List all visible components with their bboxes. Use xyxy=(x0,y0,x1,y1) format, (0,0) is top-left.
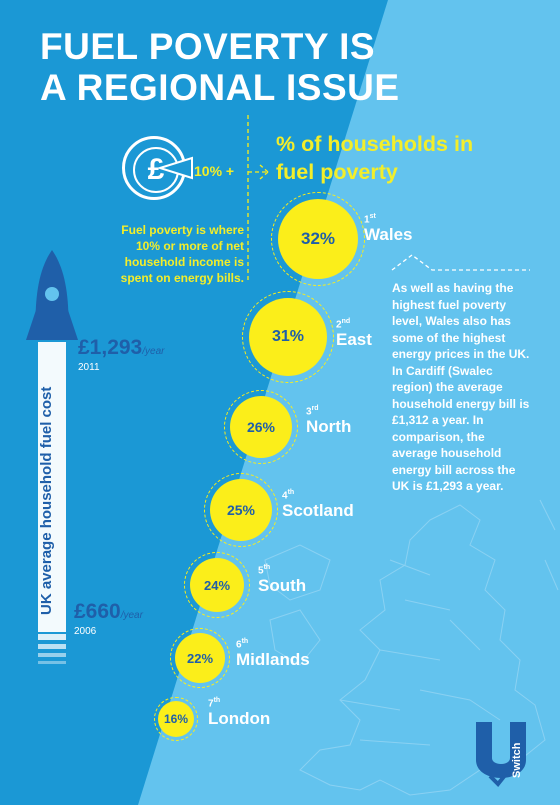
bubble-east: 31% xyxy=(249,298,327,376)
region-name: North xyxy=(306,417,352,437)
rank-label: 5th xyxy=(258,562,306,576)
bubble-scotland: 25% xyxy=(210,479,272,541)
wales-note: As well as having the highest fuel pover… xyxy=(392,281,530,493)
bubble-north: 26% xyxy=(230,396,292,458)
uswitch-logo-icon: Switch xyxy=(476,722,526,787)
chart-heading: % of households in fuel poverty xyxy=(276,130,473,186)
region-name: London xyxy=(208,709,271,729)
rank-number: 3 xyxy=(306,406,312,418)
rocket-icon xyxy=(26,250,78,664)
region-name: East xyxy=(336,330,372,350)
rank-suffix: th xyxy=(213,697,221,704)
cost-2011-amount: £1,293 xyxy=(78,336,143,359)
rank-number: 5 xyxy=(258,565,264,577)
heading-line-2: fuel poverty xyxy=(276,160,398,184)
region-south: 5th South xyxy=(258,562,306,596)
rank-suffix: th xyxy=(287,489,295,496)
region-name: South xyxy=(258,576,307,596)
region-north: 3rd North xyxy=(306,403,351,437)
rank-number: 7 xyxy=(208,698,214,710)
heading-line-1: % of households in xyxy=(276,132,474,156)
region-midlands: 6th Midlands xyxy=(236,636,310,670)
region-scotland: 4th Scotland xyxy=(282,487,354,521)
bubble-south: 24% xyxy=(190,558,244,612)
rank-suffix: th xyxy=(241,638,249,645)
rank-label: 7th xyxy=(208,695,270,709)
rank-suffix: nd xyxy=(341,318,351,325)
cost-2006: £660/year 2006 xyxy=(74,600,143,637)
rank-label: 6th xyxy=(236,636,310,650)
rank-label: 3rd xyxy=(306,403,351,417)
cost-2006-year: 2006 xyxy=(74,626,97,637)
rank-number: 1 xyxy=(364,214,370,226)
bubble-ring xyxy=(242,291,334,383)
fuel-cost-axis-label: UK average household fuel cost xyxy=(38,386,55,615)
region-london: 7th London xyxy=(208,695,270,729)
pound-sign-icon: £ xyxy=(133,147,179,193)
cost-2011-year: 2011 xyxy=(78,362,100,373)
bubble-ring xyxy=(170,628,230,688)
region-name: Wales xyxy=(364,225,413,245)
cost-2011-per: /year xyxy=(142,346,165,357)
bubble-wales: 32% xyxy=(278,199,358,279)
pound-coin-icon: £ xyxy=(122,136,186,200)
rank-label: 2nd xyxy=(336,316,372,330)
rank-number: 4 xyxy=(282,490,288,502)
bubble-ring xyxy=(154,697,198,741)
rank-suffix: st xyxy=(369,213,376,220)
rank-label: 1st xyxy=(364,211,413,225)
cost-2006-per: /year xyxy=(120,610,143,621)
cost-2006-amount: £660 xyxy=(74,600,121,623)
logo-text: Switch xyxy=(511,742,523,778)
bubble-midlands: 22% xyxy=(175,633,225,683)
page-title: FUEL POVERTY IS A REGIONAL ISSUE xyxy=(40,26,400,108)
bubble-ring xyxy=(204,473,278,547)
rank-suffix: th xyxy=(263,564,271,571)
region-east: 2nd East xyxy=(336,316,372,350)
definition-text: Fuel poverty is where 10% or more of net… xyxy=(120,223,244,285)
cost-2011: £1,293/year 2011 xyxy=(78,336,164,373)
bubble-ring xyxy=(271,192,365,286)
title-line-2: A REGIONAL ISSUE xyxy=(40,67,400,108)
title-line-1: FUEL POVERTY IS xyxy=(40,26,376,67)
rank-number: 6 xyxy=(236,639,242,651)
rank-label: 4th xyxy=(282,487,354,501)
region-wales: 1st Wales xyxy=(364,211,413,245)
threshold-label: 10% + xyxy=(194,163,235,179)
bubble-london: 16% xyxy=(158,701,194,737)
region-name: Scotland xyxy=(282,501,354,521)
rank-suffix: rd xyxy=(311,405,319,412)
bubble-ring xyxy=(184,552,250,618)
bubble-ring xyxy=(224,390,298,464)
rank-number: 2 xyxy=(336,319,342,331)
region-name: Midlands xyxy=(236,650,310,670)
